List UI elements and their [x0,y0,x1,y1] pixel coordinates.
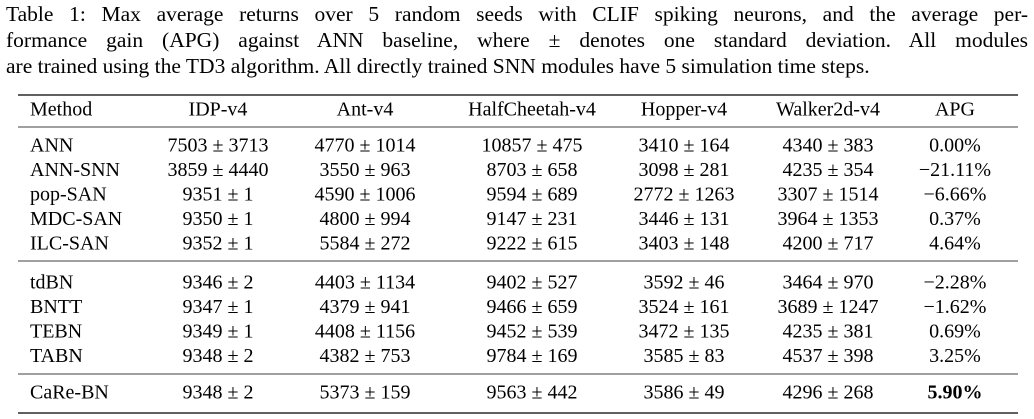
value-cell: 9346 ± 2 [183,272,254,294]
value-cell: 3307 ± 1514 [778,184,879,206]
value-cell: 3592 ± 46 [644,272,725,294]
value-cell: 4382 ± 753 [320,345,411,367]
header-cell: APG [935,99,975,121]
method-cell: CaRe-BN [30,382,109,404]
value-cell: 5584 ± 272 [320,233,411,255]
value-cell: −2.28% [924,272,987,294]
value-cell: 3464 ± 970 [783,272,874,294]
value-cell: 3585 ± 83 [644,345,725,367]
caption-line: formance gain (APG) against ANN baseline… [6,28,1028,52]
value-cell: 3524 ± 161 [639,296,730,318]
value-cell: 4408 ± 1156 [315,321,415,343]
value-cell: 9563 ± 442 [487,382,578,404]
value-cell: 9147 ± 231 [487,208,578,230]
value-cell: 5373 ± 159 [320,382,411,404]
method-cell: ANN [30,135,73,157]
value-cell: 4340 ± 383 [783,135,874,157]
value-cell: 3.25% [929,345,981,367]
header-cell: Method [30,99,92,121]
header-cell: Hopper-v4 [641,99,727,121]
method-cell: tdBN [30,272,73,294]
value-cell: 9222 ± 615 [487,233,578,255]
value-cell: 4379 ± 941 [320,296,411,318]
value-cell: 3689 ± 1247 [778,296,879,318]
caption-line: Table 1: Max average returns over 5 rand… [6,2,1028,26]
value-cell: 10857 ± 475 [482,135,583,157]
value-cell: 4235 ± 381 [783,321,874,343]
value-cell: 3446 ± 131 [639,208,730,230]
method-cell: BNTT [30,296,82,318]
value-cell: 3586 ± 49 [644,382,725,404]
value-cell: 0.37% [929,208,981,230]
value-cell: 9351 ± 1 [183,184,254,206]
value-cell: 9349 ± 1 [183,321,254,343]
value-cell: 4296 ± 268 [783,382,874,404]
value-cell: 4403 ± 1134 [315,272,415,294]
method-cell: TEBN [30,321,82,343]
value-cell: 4590 ± 1006 [315,184,416,206]
value-cell: 9784 ± 169 [487,345,578,367]
value-cell: 3859 ± 4440 [168,159,269,181]
value-cell: 8703 ± 658 [487,159,578,181]
value-cell: 4200 ± 717 [783,233,874,255]
value-cell: 4770 ± 1014 [315,135,416,157]
value-cell: 3403 ± 148 [639,233,730,255]
value-cell: 4800 ± 994 [320,208,411,230]
value-cell: 4235 ± 354 [783,159,874,181]
method-cell: ILC-SAN [30,233,109,255]
value-cell: 9452 ± 539 [487,321,578,343]
value-cell: 9348 ± 2 [183,382,254,404]
value-cell: 0.00% [929,135,981,157]
value-cell: −1.62% [924,296,987,318]
value-cell: 9350 ± 1 [183,208,254,230]
value-cell: 9594 ± 689 [487,184,578,206]
value-cell: 3410 ± 164 [639,135,730,157]
value-cell: 3550 ± 963 [320,159,411,181]
value-cell: 9402 ± 527 [487,272,578,294]
method-cell: MDC-SAN [30,208,122,230]
caption-line: are trained using the TD3 algorithm. All… [6,54,870,78]
method-cell: TABN [30,345,83,367]
value-cell: 7503 ± 3713 [168,135,269,157]
method-cell: pop-SAN [30,184,107,206]
value-cell: 9348 ± 2 [183,345,254,367]
value-cell: 9466 ± 659 [487,296,578,318]
header-cell: IDP-v4 [189,99,248,121]
value-cell: 5.90% [928,382,983,404]
value-cell: −21.11% [919,159,991,181]
value-cell: 3472 ± 135 [639,321,730,343]
header-cell: HalfCheetah-v4 [468,99,596,121]
value-cell: 4537 ± 398 [783,345,874,367]
value-cell: −6.66% [924,184,987,206]
value-cell: 4.64% [929,233,981,255]
value-cell: 9352 ± 1 [183,233,254,255]
value-cell: 9347 ± 1 [183,296,254,318]
header-cell: Ant-v4 [337,99,394,121]
method-cell: ANN-SNN [30,159,120,181]
value-cell: 0.69% [929,321,981,343]
value-cell: 3098 ± 281 [639,159,730,181]
value-cell: 3964 ± 1353 [778,208,879,230]
value-cell: 2772 ± 1263 [634,184,735,206]
header-cell: Walker2d-v4 [776,99,880,121]
